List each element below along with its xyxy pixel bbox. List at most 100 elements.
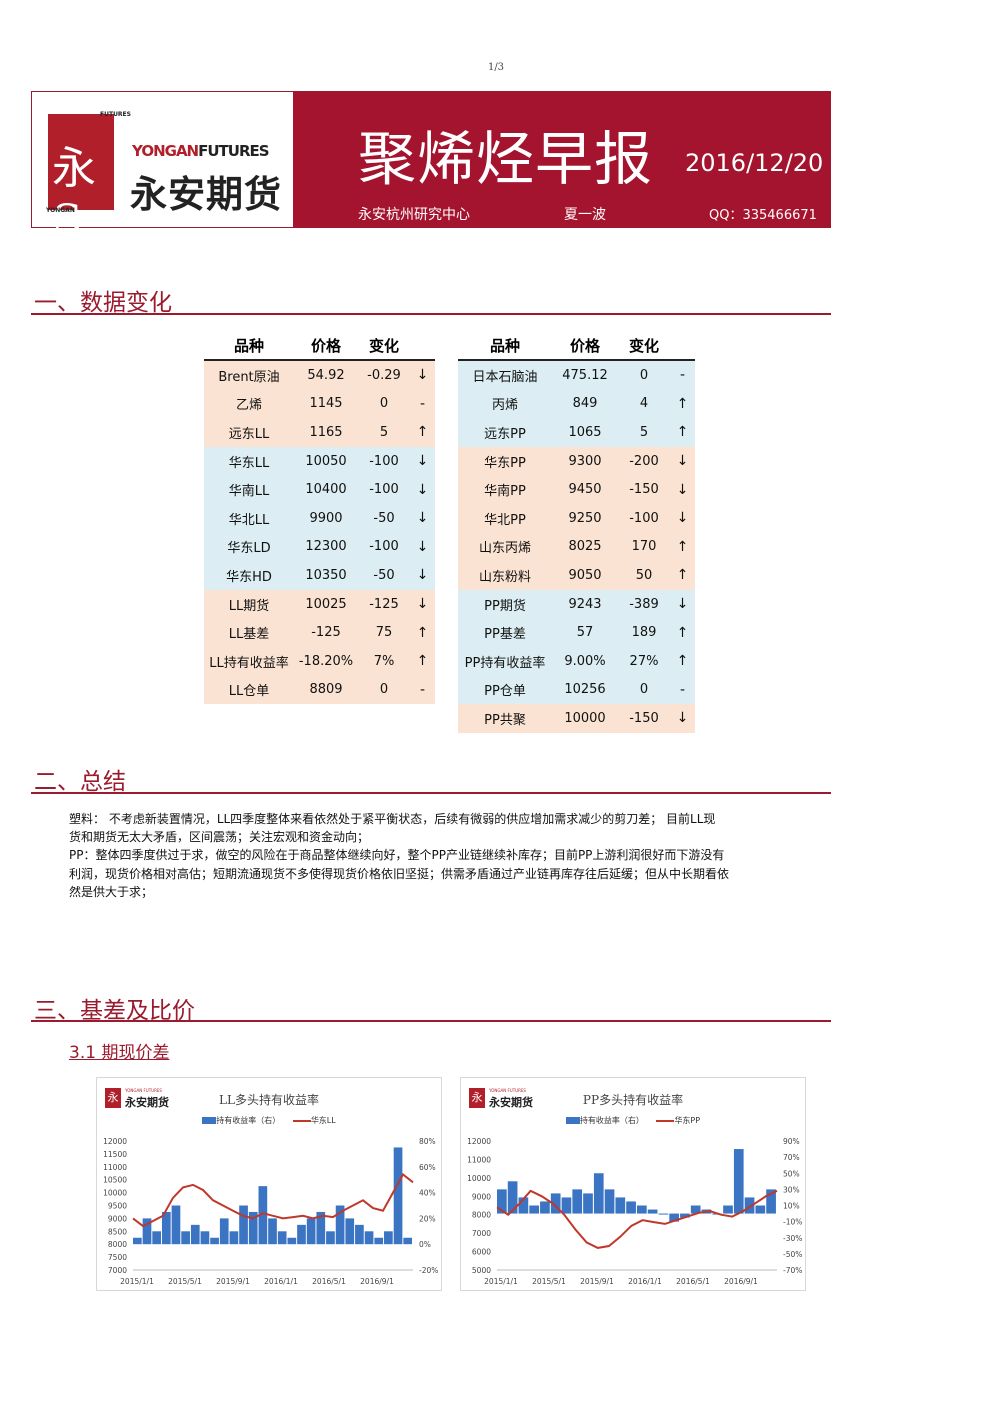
cell-price: 1165 [294,418,358,447]
section-title-basis: 三、基差及比价 [34,998,195,1024]
chart-plot: 12000 11500 11000 10500 10000 9500 9000 8500 800… [103,1137,438,1286]
cell-change: -50 [358,561,410,590]
summary-line: 货和期货无太大矛盾，区间震荡；关注宏观和资金动向； [69,830,370,845]
col-header-price: 价格 [552,331,618,361]
line-series [496,1189,778,1249]
right-tick-label: 40% [419,1189,436,1198]
brand-english-part-b: FUTURES [198,142,269,160]
cell-arrow: ↑ [670,618,695,647]
report-date: 2016/12/20 [685,149,824,177]
cell-product: PP持有收益率 [458,646,552,676]
cell-arrow: - [410,675,435,705]
col-header-price: 价格 [294,331,358,361]
x-tick-label: 2015/5/1 [532,1277,566,1286]
left-tick-label: 7000 [108,1266,127,1275]
bar-mark [355,1224,364,1245]
bar-mark [190,1224,200,1245]
right-tick-label: 80% [419,1137,436,1146]
cell-change: -200 [618,446,670,476]
chart-legend: 持有收益率（右） 华东PP [461,1115,805,1126]
chart-logo: 永 YONGAN FUTURES 永安期货 [469,1088,541,1109]
bar-mark [316,1211,326,1245]
bar-mark [258,1186,268,1245]
table-row: 华东LD 12300 -100 ↓ [204,532,435,562]
cell-price: 1145 [294,389,358,419]
table-row: 乙烯 1145 0- [204,389,435,419]
chart-logo-english: YONGAN FUTURES [489,1088,526,1093]
cell-product: 山东丙烯 [458,532,552,562]
left-tick-label: 11500 [103,1150,127,1159]
left-tick-label: 11000 [467,1155,491,1164]
left-tick-label: 9000 [108,1214,127,1223]
bar-mark [550,1193,561,1214]
table-row: LL仓单 8809 0- [204,675,435,705]
cell-arrow: ↓ [410,475,435,504]
bar-mark [345,1218,355,1245]
right-tick-label: 30% [783,1185,800,1194]
cell-change: -100 [618,503,670,533]
cell-arrow: ↑ [670,532,695,562]
cell-product: 华南LL [204,475,294,504]
legend-line-label: 华东LL [310,1116,336,1125]
section-title-data-changes: 一、数据变化 [34,290,172,316]
summary-line: 利润，现货价格相对高估；短期流通现货不多使得现货价格依旧坚挺；供需矛盾通过产业链… [69,866,730,881]
cell-change: 4 [618,389,670,419]
bar-mark [572,1189,583,1214]
cell-price: 8809 [294,675,358,705]
bar-mark [561,1197,572,1214]
bar-mark [287,1237,297,1245]
cell-product: 华南PP [458,475,552,504]
right-tick-label: -70% [783,1266,802,1275]
cell-product: LL期货 [204,589,294,619]
cell-price: 54.92 [294,360,358,390]
page-number: 1/3 [487,62,505,73]
left-tick-label: 12000 [467,1137,491,1146]
section-divider [31,792,831,794]
x-tick-label: 2016/5/1 [312,1277,346,1286]
cell-price: 9243 [552,589,618,619]
col-header-change: 变化 [618,331,670,361]
bar-mark [637,1205,647,1214]
bar-mark [335,1205,345,1245]
table-row: Brent原油 54.92 -0.29 ↓ [204,360,435,390]
table-header-row: 品种 价格 变化 [204,331,435,361]
cell-price: 10256 [552,675,618,705]
bar-mark [393,1147,403,1245]
section-divider [31,1020,831,1022]
summary-line: 然是供大于求； [69,884,154,899]
bar-mark [615,1197,626,1214]
section-divider [31,313,831,315]
cell-arrow: - [670,360,695,390]
cell-change: 0 [618,360,670,390]
cell-product: PP基差 [458,618,552,647]
bar-mark [766,1189,776,1214]
bar-mark [200,1231,210,1245]
table-row: 丙烯 849 4 ↑ [458,389,695,419]
table-row: 日本石脑油 475.12 0- [458,360,695,390]
cell-product: 远东PP [458,418,552,447]
table-row: LL持有收益率 -18.20% 7% ↑ [204,646,435,676]
logo-seal-top-text: FUTURES [100,111,131,118]
x-tick-label: 2015/9/1 [580,1277,614,1286]
right-tick-label: 90% [783,1137,800,1146]
left-tick-label: 9500 [108,1202,127,1211]
table-row: PP期货 9243 -389 ↓ [458,589,695,619]
legend-bar-label: 持有收益率（右） [216,1116,281,1125]
bar-mark [326,1231,335,1245]
col-header-product: 品种 [458,331,552,361]
cell-change: 5 [358,418,410,447]
cell-arrow: ↑ [670,646,695,676]
left-tick-label: 10000 [467,1174,491,1183]
bar-mark [529,1205,539,1214]
company-logo: 永S FUTURES YONGAN YONGANFUTURES 永安期货 [32,92,293,247]
subsection-title-basis-spread: 3.1 期现价差 [69,1043,170,1063]
right-tick-label: -30% [783,1234,802,1243]
cell-price: 10350 [294,561,358,590]
left-tick-label: 6000 [472,1248,491,1257]
cell-price: 9900 [294,503,358,533]
cell-price: 57 [552,618,618,647]
bar-mark [219,1218,229,1245]
report-author: 夏一波 [564,207,606,223]
bar-mark [518,1197,529,1214]
legend-bar-swatch [565,1117,580,1124]
